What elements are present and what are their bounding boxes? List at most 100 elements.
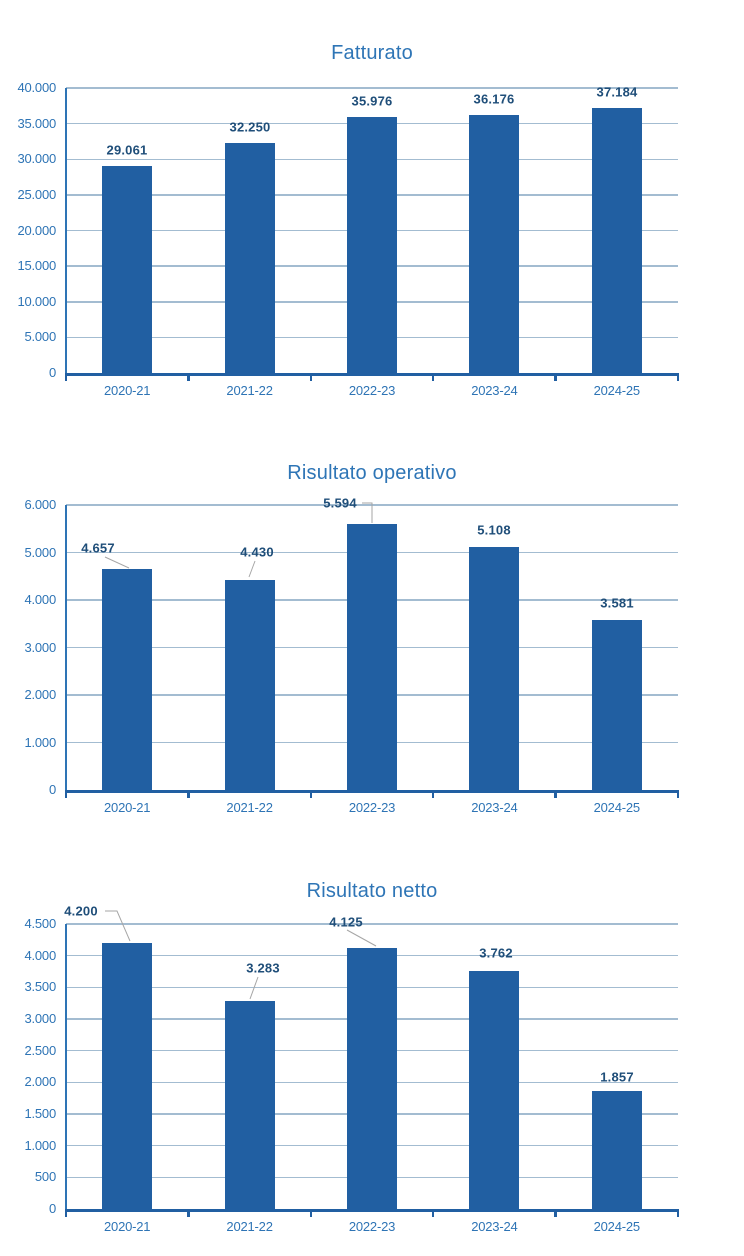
y-tick-label: 3.500 <box>24 979 56 995</box>
data-label: 4.200 <box>64 903 98 919</box>
x-axis-tick <box>431 1212 435 1217</box>
data-label: 3.283 <box>246 960 280 976</box>
bar-2024-25 <box>591 1091 642 1209</box>
y-tick-label: 20.000 <box>17 222 56 238</box>
y-tick-label: 1.000 <box>24 1137 56 1153</box>
chart-title-risultato-netto: Risultato netto <box>306 880 438 902</box>
bar-2021-22 <box>224 1001 275 1209</box>
chart-title-risultato-operativo: Risultato operativo <box>287 462 457 484</box>
bar-2022-23 <box>347 116 397 373</box>
bar-2021-22 <box>224 143 275 373</box>
y-tick-label: 30.000 <box>17 151 56 167</box>
x-axis-tick <box>64 793 68 798</box>
x-axis-tick <box>187 1212 190 1217</box>
y-tick-label: 25.000 <box>17 186 56 202</box>
x-axis-tick <box>309 1212 313 1217</box>
y-tick-label: 1.500 <box>24 1106 56 1121</box>
x-tick-label: 2020-21 <box>104 800 151 815</box>
x-axis-line <box>65 790 679 793</box>
x-axis-tick <box>431 376 435 381</box>
chart-risultato-operativo: Risultato operativo 0 1.000 2.000 3.000 4.00… <box>0 420 744 840</box>
data-label: 5.108 <box>477 522 511 538</box>
data-label: 5.594 <box>323 495 357 511</box>
y-tick-label: 0 <box>48 365 56 380</box>
x-axis-tick <box>64 1212 68 1217</box>
data-label: 4.125 <box>329 914 363 930</box>
gridline <box>66 504 678 506</box>
x-tick-label: 2023-24 <box>471 1219 518 1234</box>
bar-2024-25 <box>591 619 642 790</box>
x-tick-label: 2024-25 <box>593 800 641 815</box>
x-axis-tick <box>431 793 435 798</box>
x-tick-label: 2022-23 <box>348 1219 396 1234</box>
y-tick-label: 35.000 <box>17 115 56 131</box>
y-tick-label: 0 <box>48 1201 56 1216</box>
data-label: 29.061 <box>106 142 148 158</box>
bar-2022-23 <box>347 524 397 790</box>
data-label: 32.250 <box>229 119 271 135</box>
x-tick-label: 2023-24 <box>471 800 518 815</box>
bar-2023-24 <box>469 547 520 790</box>
data-label: 4.657 <box>81 540 115 556</box>
x-tick-label: 2022-23 <box>348 383 396 398</box>
bar-2021-22 <box>224 579 275 790</box>
x-axis-tick <box>554 1212 557 1217</box>
y-tick-label: 6.000 <box>24 497 56 512</box>
y-axis-line <box>65 924 67 1209</box>
y-tick-label: 4.000 <box>24 947 56 963</box>
y-tick-label: 10.000 <box>17 293 56 309</box>
y-tick-label: 5.000 <box>24 329 56 345</box>
y-axis-line <box>65 505 67 790</box>
chart-title-fatturato: Fatturato <box>331 42 413 64</box>
x-axis-line <box>65 373 679 376</box>
x-tick-label: 2020-21 <box>104 383 151 398</box>
y-tick-label: 5.000 <box>24 544 56 560</box>
x-tick-label: 2024-25 <box>593 383 641 398</box>
bar-2023-24 <box>469 115 520 373</box>
data-label: 3.762 <box>479 945 513 961</box>
x-tick-label: 2021-22 <box>226 1219 273 1234</box>
y-tick-label: 15.000 <box>17 258 56 274</box>
bar-2020-21 <box>102 943 153 1209</box>
x-tick-label: 2020-21 <box>104 1219 151 1234</box>
bar-2022-23 <box>347 947 397 1209</box>
x-tick-label: 2024-25 <box>593 1219 641 1234</box>
gridline <box>66 87 678 89</box>
x-axis-line <box>65 1209 679 1212</box>
x-axis-tick <box>554 376 557 381</box>
y-tick-label: 0 <box>48 782 56 797</box>
data-label: 37.184 <box>596 84 638 100</box>
y-axis-line <box>65 88 67 373</box>
y-tick-label: 2.500 <box>24 1042 56 1058</box>
bar-2020-21 <box>102 568 153 790</box>
data-label: 35.976 <box>351 93 393 109</box>
x-axis-tick <box>64 376 68 381</box>
x-tick-label: 2021-22 <box>226 383 273 398</box>
bar-2024-25 <box>591 108 642 373</box>
x-axis-tick <box>309 376 313 381</box>
data-label: 4.430 <box>240 544 274 560</box>
y-tick-label: 3.000 <box>24 1011 56 1026</box>
y-tick-label: 3.000 <box>24 639 56 655</box>
y-tick-label: 4.000 <box>24 592 56 607</box>
x-axis-tick <box>187 793 190 798</box>
bar-2020-21 <box>102 165 153 373</box>
x-tick-label: 2022-23 <box>348 800 396 815</box>
x-tick-label: 2023-24 <box>471 383 518 398</box>
data-label: 1.857 <box>600 1069 634 1085</box>
x-axis-tick <box>309 793 313 798</box>
x-axis-tick <box>187 376 190 381</box>
y-tick-label: 2.000 <box>24 687 56 702</box>
x-axis-tick <box>676 1212 680 1217</box>
x-axis-tick <box>676 793 680 798</box>
y-tick-label: 500 <box>34 1169 56 1185</box>
chart-risultato-netto: Risultato netto 0 500 1.000 1.500 2.000 2.500… <box>0 840 744 1256</box>
x-axis-tick <box>676 376 680 381</box>
chart-fatturato: Fatturato 0 5.000 10.000 15.000 20.000 25.000… <box>0 0 744 420</box>
gridline <box>66 923 678 925</box>
y-tick-label: 2.000 <box>24 1074 56 1090</box>
data-label: 3.581 <box>600 595 634 611</box>
x-tick-label: 2021-22 <box>226 800 273 815</box>
y-tick-label: 40.000 <box>17 80 56 95</box>
